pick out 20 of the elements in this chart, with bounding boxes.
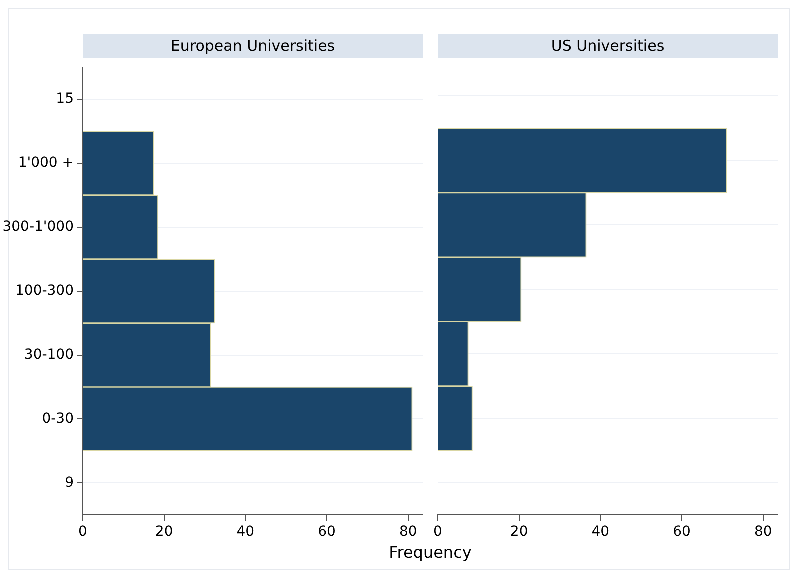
x-tick-label: 20 (155, 524, 174, 540)
x-tick-label: 40 (592, 524, 610, 540)
x-tick-label: 20 (510, 524, 528, 540)
x-tick-label: 60 (673, 524, 691, 540)
chart-title: European Universities (83, 34, 423, 58)
x-tick-label: 0 (434, 524, 442, 540)
y-tick-label: 100-300 (16, 282, 74, 299)
chart-title: US Universities (438, 34, 778, 58)
y-tick-label: 1'000 + (18, 155, 74, 171)
y-tick-label: 30-100 (24, 346, 74, 363)
x-tick-label: 60 (318, 524, 336, 540)
y-tick-label: 15 (56, 91, 74, 108)
x-tick-label: 80 (399, 524, 418, 540)
x-tick-label: 0 (78, 524, 88, 540)
x-tick-label: 40 (236, 524, 255, 540)
y-tick-label: 9 (65, 474, 74, 491)
y-tick-label: 0-30 (42, 410, 74, 427)
y-tick-label: 300-1'000 (2, 218, 74, 235)
x-tick-label: 80 (754, 524, 772, 540)
x-axis-title: Frequency (388, 543, 473, 562)
